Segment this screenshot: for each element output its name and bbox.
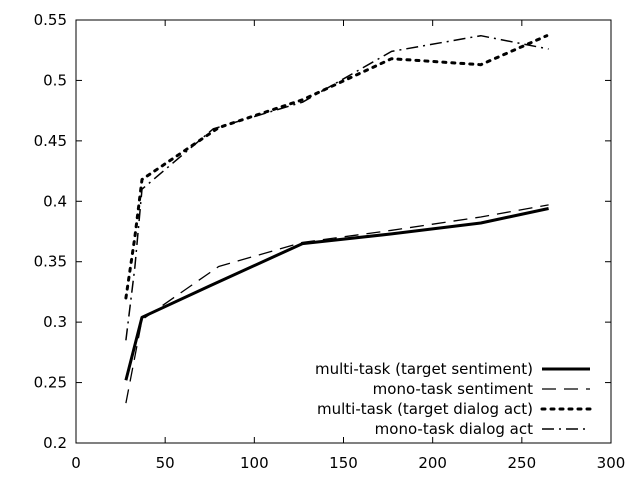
y-tick-label: 0.4 xyxy=(43,192,67,210)
legend-label: mono-task dialog act xyxy=(375,420,533,438)
y-tick-label: 0.3 xyxy=(43,313,67,331)
y-tick-label: 0.45 xyxy=(34,132,67,150)
x-tick-label: 150 xyxy=(329,454,358,472)
y-tick-label: 0.5 xyxy=(43,71,67,89)
y-tick-label: 0.25 xyxy=(34,374,67,392)
x-tick-label: 200 xyxy=(418,454,447,472)
x-tick-label: 300 xyxy=(597,454,626,472)
x-tick-label: 100 xyxy=(240,454,269,472)
series-line-3 xyxy=(124,34,549,300)
legend-label: multi-task (target sentiment) xyxy=(315,360,533,378)
x-tick-label: 250 xyxy=(508,454,537,472)
axes: 0 50 100 150 200 250 300 0.2 0.25 0.3 0.35 0.4 0.45 0… xyxy=(34,11,626,472)
series-line-2 xyxy=(125,204,549,404)
series-lines xyxy=(124,34,549,404)
x-tick-label: 0 xyxy=(71,454,81,472)
y-tick-label: 0.35 xyxy=(34,253,67,271)
legend: multi-task (target sentiment) mono-task s… xyxy=(315,360,592,438)
legend-label: multi-task (target dialog act) xyxy=(317,400,533,418)
legend-label: mono-task sentiment xyxy=(373,380,533,398)
series-line-1 xyxy=(124,207,549,381)
x-tick-label: 50 xyxy=(156,454,175,472)
series-line-4 xyxy=(125,34,549,341)
y-tick-label: 0.55 xyxy=(34,11,67,29)
y-tick-label: 0.2 xyxy=(43,434,67,452)
